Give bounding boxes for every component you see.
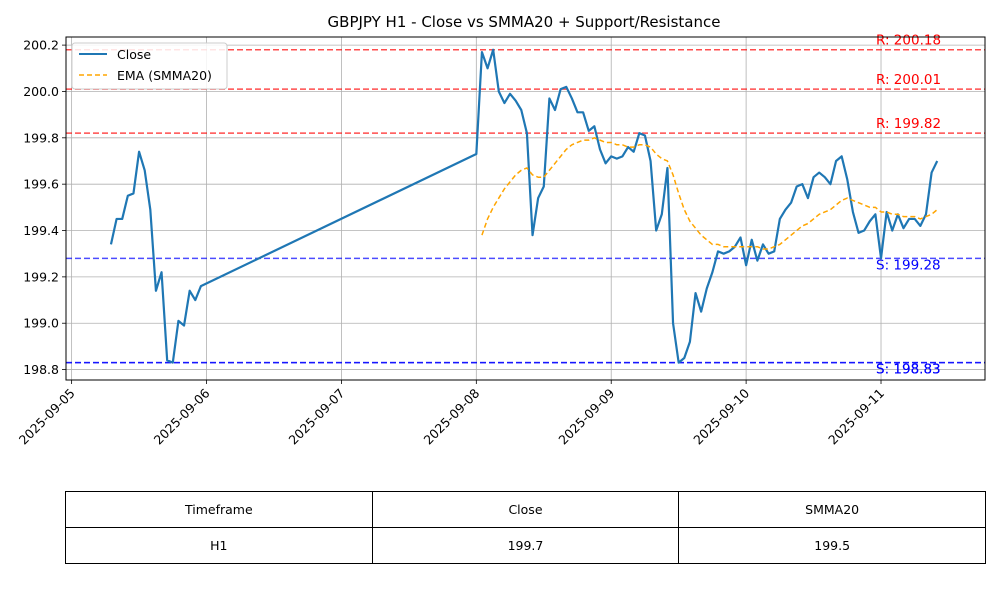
resistance-label: R: 199.82 (876, 116, 941, 132)
x-tick-label: 2025-09-05 (16, 386, 78, 448)
resistance-label: R: 200.18 (876, 33, 941, 49)
table-cell: 199.7 (371, 527, 680, 564)
legend-box (71, 42, 228, 90)
y-tick-label: 199.8 (23, 130, 59, 145)
legend: Close EMA (SMMA20) (71, 42, 228, 90)
table-header-row: Timeframe Close SMMA20 (65, 491, 986, 528)
support-label: S: 198.83 (876, 362, 941, 378)
support-label: S: 198.83 (876, 362, 941, 378)
chart-area: GBPJPY H1 - Close vs SMMA20 + Support/Re… (16, 13, 986, 448)
table-cell: H1 (65, 527, 373, 564)
summary-table: Timeframe Close SMMA20 H1 199.7 199.5 (65, 491, 986, 564)
x-tick-label: 2025-09-10 (690, 385, 752, 447)
chart-title: GBPJPY H1 - Close vs SMMA20 + Support/Re… (328, 13, 721, 31)
x-tick-label: 2025-09-11 (825, 386, 887, 448)
support-resistance-labels: R: 200.18 R: 200.01 R: 199.82 S: 199.28 S: 1… (876, 33, 941, 378)
legend-smma-label: EMA (SMMA20) (117, 68, 212, 83)
legend-close-label: Close (117, 47, 151, 62)
smma20-series-line (481, 137, 938, 250)
plot-frame (65, 36, 986, 381)
table-row: H1 199.7 199.5 (65, 527, 986, 564)
x-tick-label: 2025-09-09 (555, 385, 617, 447)
axes: 198.8 199.0 199.2 199.4 199.6 199.8 200.0 200.2… (16, 38, 887, 448)
y-tick-label: 199.6 (23, 177, 59, 192)
resistance-label: R: 200.01 (876, 72, 941, 88)
table-header-cell: SMMA20 (678, 491, 986, 528)
y-tick-label: 199.2 (23, 269, 59, 284)
table-cell: 199.5 (678, 527, 986, 564)
y-tick-label: 199.0 (23, 316, 59, 331)
x-tick-label: 2025-09-08 (420, 385, 482, 447)
table-header-cell: Close (371, 491, 680, 528)
series-lines (109, 48, 939, 364)
support-resistance-lines (66, 48, 985, 364)
y-tick-label: 199.4 (23, 223, 59, 238)
x-tick-label: 2025-09-07 (286, 386, 348, 448)
table-header-cell: Timeframe (65, 491, 373, 528)
y-tick-label: 198.8 (23, 362, 59, 377)
close-series-line (109, 48, 939, 364)
x-tick-label: 2025-09-06 (151, 385, 213, 447)
support-label: S: 199.28 (876, 257, 941, 273)
y-tick-label: 200.0 (23, 84, 59, 99)
y-tick-label: 200.2 (23, 38, 59, 53)
